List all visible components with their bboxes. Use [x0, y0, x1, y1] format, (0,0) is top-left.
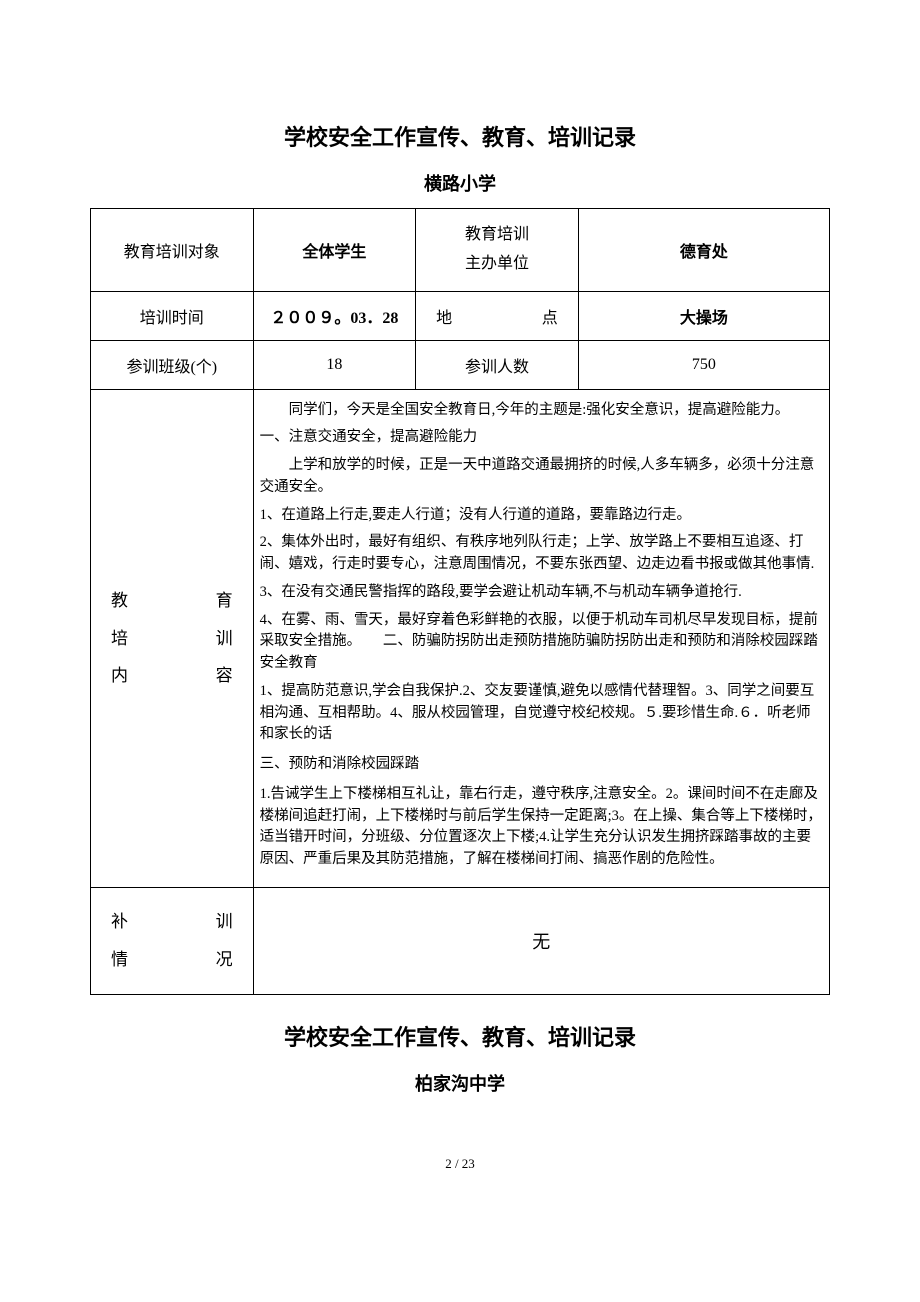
value-organizer: 德育处 [578, 209, 829, 292]
content-p8: 1、提高防范意识,学会自我保护.2、交友要谨慎,避免以感情代替理智。3、同学之间… [260, 681, 823, 746]
content-p1: 同学们，今天是全国安全教育日,今年的主题是:强化安全意识，提高避险能力。 [260, 400, 823, 422]
label-attendance: 参训人数 [416, 340, 579, 389]
value-attendance: 750 [578, 340, 829, 389]
document-title-1: 学校安全工作宣传、教育、培训记录 [90, 120, 830, 152]
school-name-1: 横路小学 [90, 170, 830, 196]
document-title-2: 学校安全工作宣传、教育、培训记录 [90, 1020, 830, 1052]
page-number: 2 / 23 [90, 1156, 830, 1172]
label-classes: 参训班级(个) [91, 340, 254, 389]
value-supplement: 无 [253, 887, 829, 994]
content-p7: 4、在雾、雨、雪天，最好穿着色彩鲜艳的衣服，以便于机动车司机尽早发现目标，提前采… [260, 610, 823, 675]
school-name-2: 柏家沟中学 [90, 1070, 830, 1096]
label-target: 教育培训对象 [91, 209, 254, 292]
content-p10: 1.告诫学生上下楼梯相互礼让，靠右行走，遵守秩序,注意安全。2。课间时间不在走廊… [260, 784, 823, 871]
value-target: 全体学生 [253, 209, 416, 292]
content-p9: 三、预防和消除校园踩踏 [260, 754, 823, 776]
label-content: 教 育培 训内 容 [91, 389, 254, 887]
content-p3: 上学和放学的时候，正是一天中道路交通最拥挤的时候,人多车辆多，必须十分注意交通安… [260, 455, 823, 499]
label-time: 培训时间 [91, 291, 254, 340]
content-p5: 2、集体外出时，最好有组织、有秩序地列队行走；上学、放学路上不要相互追逐、打闹、… [260, 532, 823, 576]
label-place: 地 点 [416, 291, 579, 340]
label-supplement: 补 训情 况 [91, 887, 254, 994]
value-place: 大操场 [578, 291, 829, 340]
training-content: 同学们，今天是全国安全教育日,今年的主题是:强化安全意识，提高避险能力。 一、注… [253, 389, 829, 887]
training-record-table: 教育培训对象 全体学生 教育培训主办单位 德育处 培训时间 ２００９。03．28… [90, 208, 830, 995]
content-p6: 3、在没有交通民警指挥的路段,要学会避让机动车辆,不与机动车辆争道抢行. [260, 582, 823, 604]
content-p4: 1、在道路上行走,要走人行道；没有人行道的道路，要靠路边行走。 [260, 505, 823, 527]
value-classes: 18 [253, 340, 416, 389]
label-organizer: 教育培训主办单位 [416, 209, 579, 292]
value-time: ２００９。03．28 [253, 291, 416, 340]
content-p2: 一、注意交通安全，提高避险能力 [260, 427, 823, 449]
